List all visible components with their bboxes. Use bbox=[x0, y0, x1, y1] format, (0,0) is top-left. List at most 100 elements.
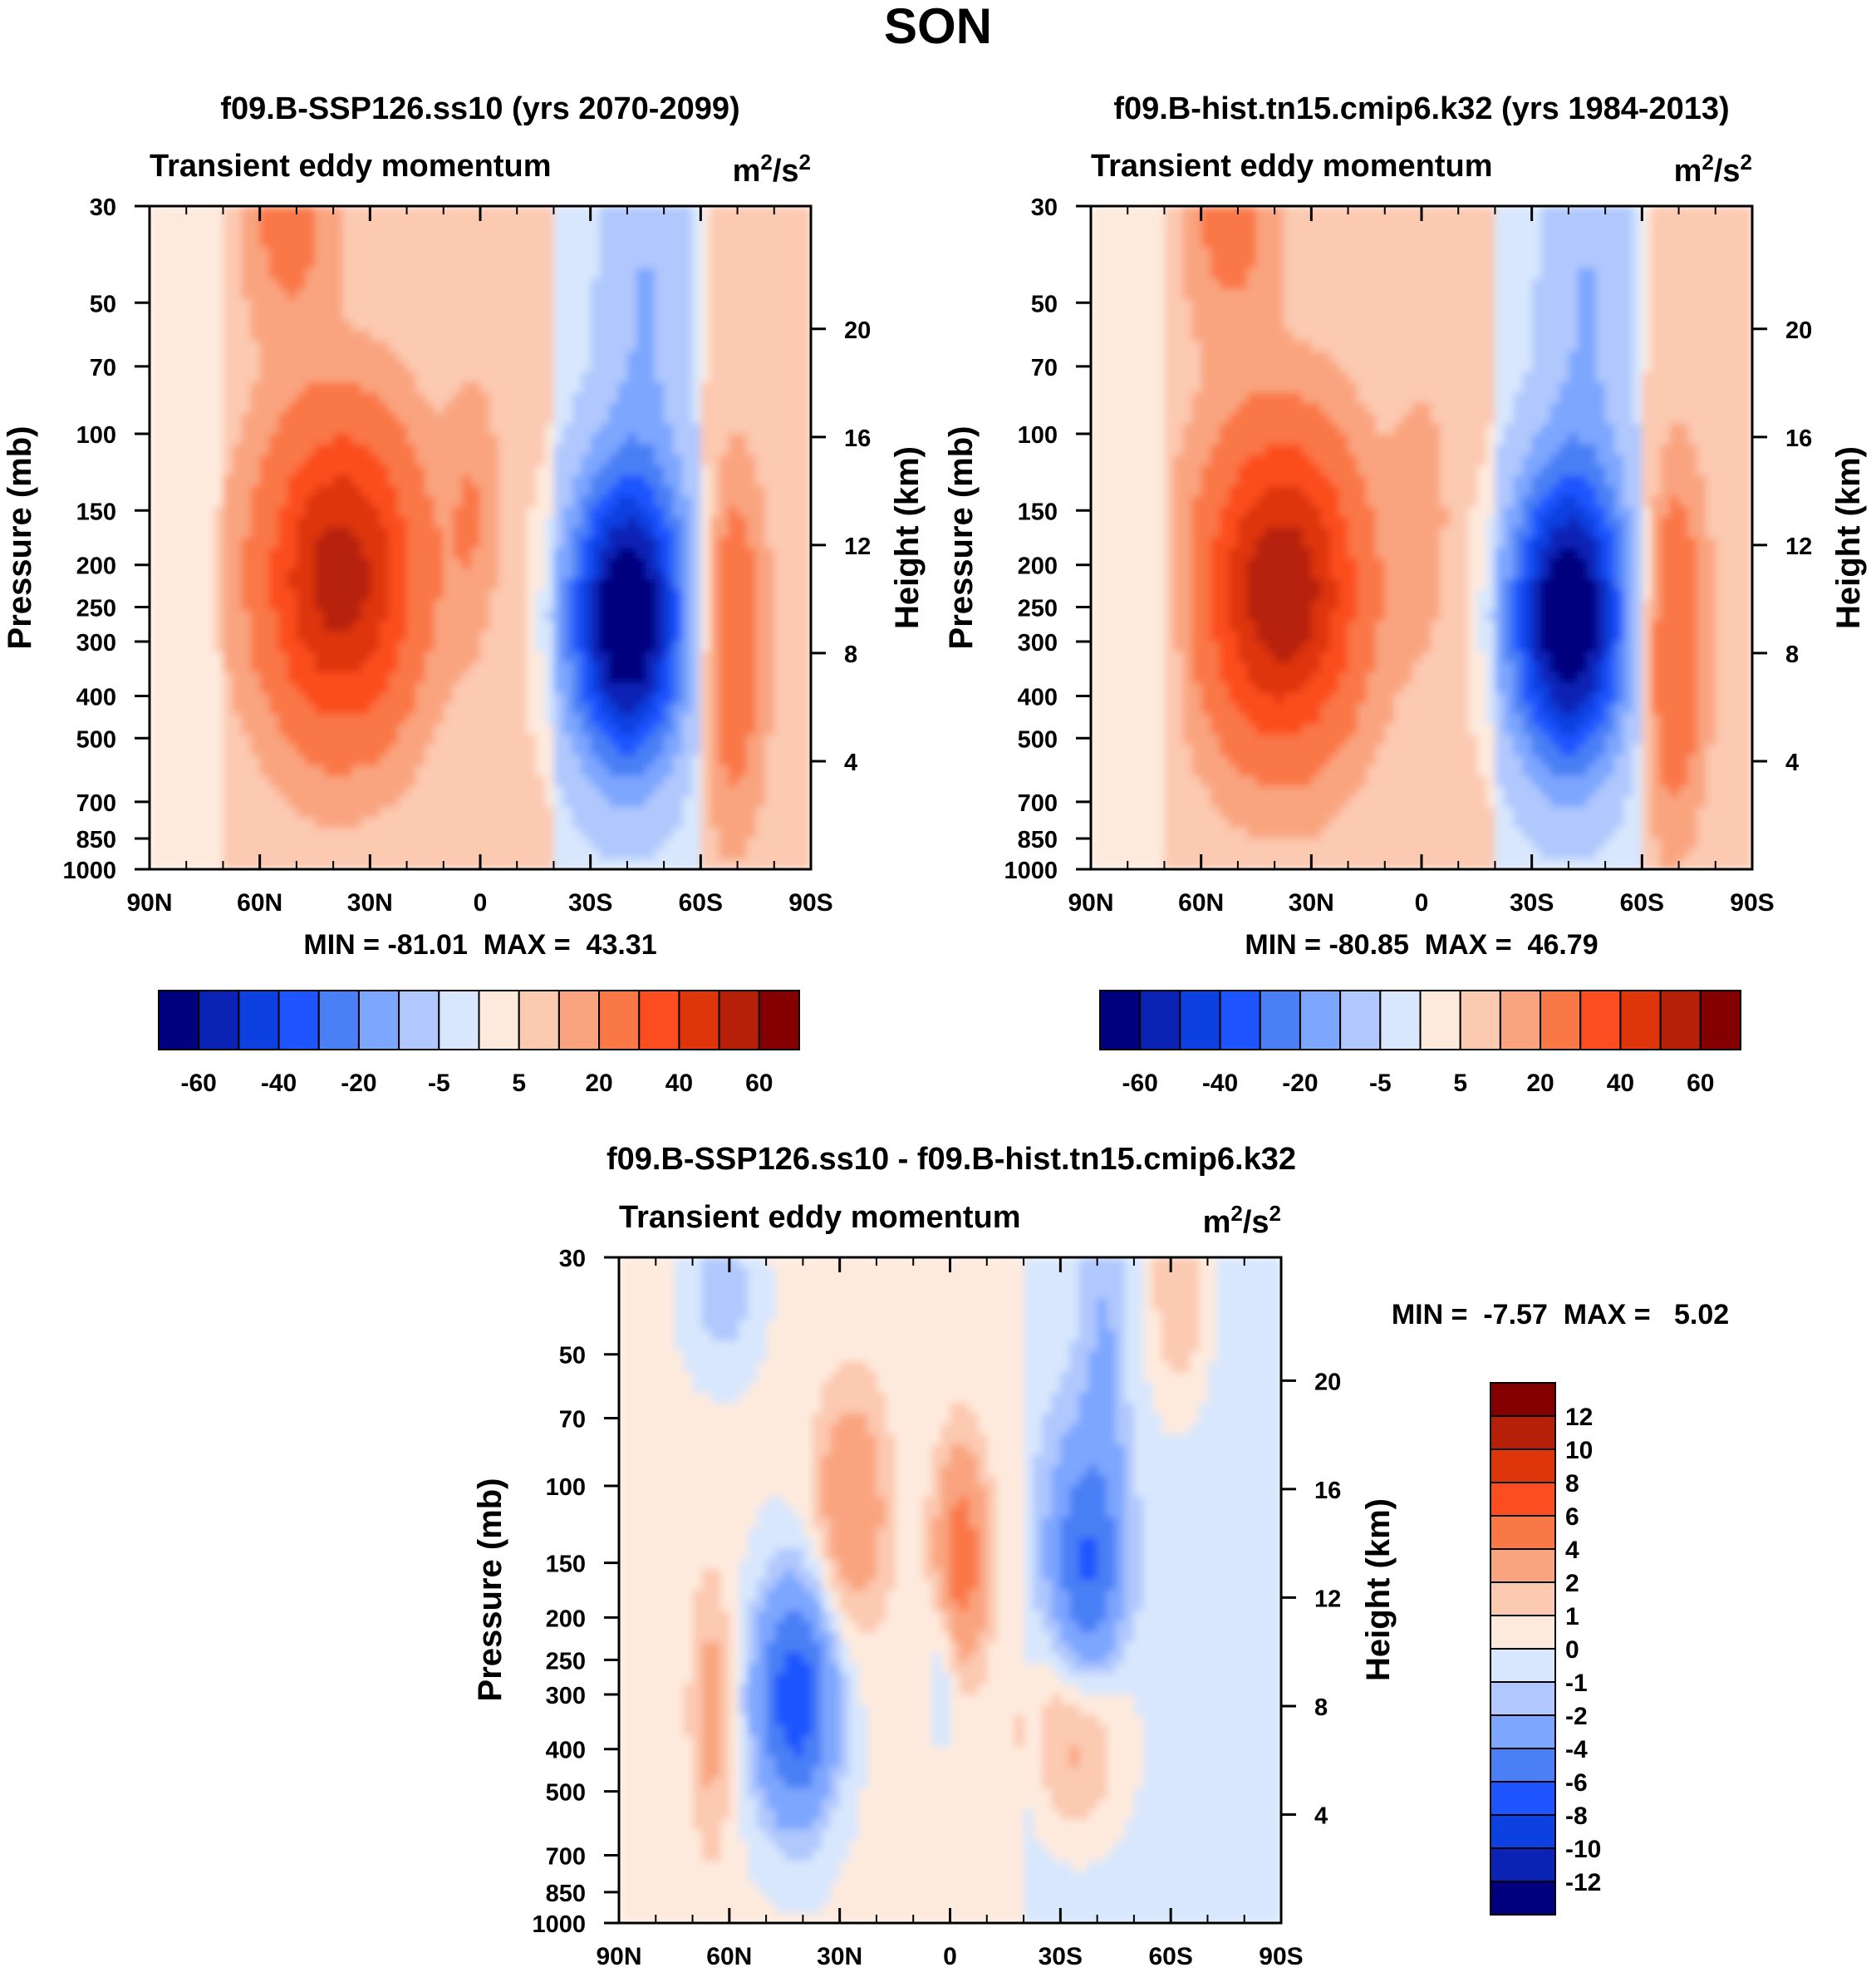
field-cell bbox=[673, 268, 684, 280]
field-cell bbox=[562, 652, 573, 663]
field-cell bbox=[646, 268, 656, 280]
field-cell bbox=[590, 382, 601, 394]
field-cell bbox=[562, 848, 573, 860]
field-cell bbox=[1458, 309, 1469, 321]
field-cell bbox=[489, 475, 499, 487]
field-cell bbox=[572, 828, 582, 839]
field-cell bbox=[250, 361, 261, 373]
field-cell bbox=[636, 817, 646, 829]
field-cell bbox=[461, 237, 472, 248]
field-cell bbox=[415, 703, 426, 715]
field-cell bbox=[646, 361, 656, 373]
field-cell bbox=[783, 485, 793, 497]
field-cell bbox=[553, 237, 564, 248]
field-cell bbox=[425, 724, 435, 735]
field-cell bbox=[646, 382, 656, 394]
field-cell bbox=[1467, 330, 1478, 342]
field-cell bbox=[646, 858, 656, 869]
field-cell bbox=[498, 714, 508, 725]
field-cell bbox=[553, 620, 564, 632]
field-cell bbox=[296, 734, 307, 746]
field-cell bbox=[682, 278, 693, 290]
field-cell bbox=[1651, 288, 1662, 301]
field-cell bbox=[1311, 258, 1322, 269]
field-cell bbox=[470, 817, 481, 829]
field-cell bbox=[259, 796, 270, 808]
field-cell bbox=[746, 309, 757, 321]
colorbar-label: 60 bbox=[745, 1070, 773, 1097]
field-cell bbox=[1338, 288, 1349, 301]
field-cell bbox=[388, 568, 399, 580]
field-cell bbox=[682, 631, 693, 642]
field-cell bbox=[737, 402, 748, 415]
field-cell bbox=[673, 361, 684, 373]
field-cell bbox=[1724, 268, 1735, 280]
field-cell bbox=[1549, 299, 1560, 311]
field-cell bbox=[232, 237, 243, 248]
field-cell bbox=[691, 527, 702, 539]
field-cell bbox=[553, 382, 564, 394]
field-cell bbox=[1284, 299, 1294, 311]
field-cell bbox=[682, 392, 693, 404]
field-cell bbox=[617, 517, 628, 529]
field-cell bbox=[361, 775, 371, 788]
field-cell bbox=[296, 652, 307, 663]
field-cell bbox=[599, 485, 610, 497]
field-cell bbox=[425, 703, 435, 715]
field-cell bbox=[673, 682, 684, 694]
field-cell bbox=[544, 527, 555, 539]
field-cell bbox=[498, 796, 508, 808]
field-cell bbox=[792, 496, 803, 508]
x-tick-label: 60N bbox=[237, 889, 282, 917]
field-cell bbox=[544, 620, 555, 632]
field-cell bbox=[544, 351, 555, 362]
field-cell bbox=[608, 299, 619, 311]
field-cell bbox=[572, 817, 582, 829]
field-cell bbox=[535, 341, 546, 352]
field-cell bbox=[719, 382, 729, 394]
field-cell bbox=[388, 330, 399, 342]
field-cell bbox=[646, 734, 656, 746]
field-cell bbox=[268, 247, 279, 259]
field-cell bbox=[315, 620, 325, 632]
field-cell bbox=[351, 661, 362, 673]
x-tick-label: 0 bbox=[474, 889, 488, 917]
field-cell bbox=[599, 475, 610, 487]
field-cell bbox=[342, 382, 353, 394]
field-cell bbox=[544, 807, 555, 819]
field-cell bbox=[673, 288, 684, 301]
field-cell bbox=[324, 817, 334, 829]
field-cell bbox=[1513, 288, 1524, 301]
field-cell bbox=[324, 423, 334, 435]
field-cell bbox=[470, 247, 481, 259]
field-cell bbox=[626, 568, 637, 580]
field-cell bbox=[562, 661, 573, 673]
field-cell bbox=[296, 434, 307, 445]
field-cell bbox=[1366, 206, 1377, 218]
field-cell bbox=[351, 382, 362, 394]
field-cell bbox=[406, 641, 417, 652]
field-cell bbox=[1568, 320, 1579, 332]
field-cell bbox=[746, 444, 757, 456]
field-cell bbox=[415, 661, 426, 673]
field-cell bbox=[268, 288, 279, 301]
field-cell bbox=[626, 714, 637, 725]
field-cell bbox=[1274, 320, 1284, 332]
field-cell bbox=[1274, 330, 1284, 342]
field-cell bbox=[801, 631, 811, 642]
field-cell bbox=[783, 796, 793, 808]
field-cell bbox=[1715, 288, 1726, 301]
field-cell bbox=[241, 382, 252, 394]
field-cell bbox=[1293, 278, 1304, 290]
field-cell bbox=[710, 382, 720, 394]
field-cell bbox=[342, 558, 353, 570]
field-cell bbox=[636, 392, 646, 404]
field-cell bbox=[710, 631, 720, 642]
field-cell bbox=[1201, 258, 1211, 269]
field-cell bbox=[755, 455, 766, 466]
field-cell bbox=[1393, 237, 1404, 248]
field-cell bbox=[406, 745, 417, 756]
field-cell bbox=[719, 371, 729, 383]
field-cell bbox=[232, 661, 243, 673]
field-cell bbox=[296, 444, 307, 456]
